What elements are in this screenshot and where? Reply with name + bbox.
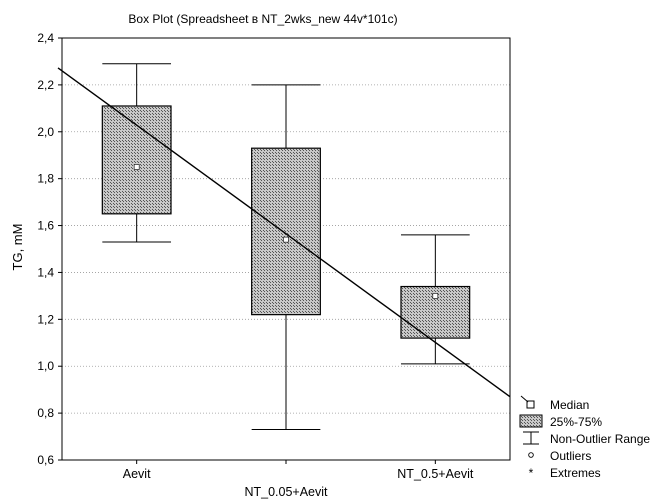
legend-outlier-icon — [528, 452, 534, 458]
legend-label: Median — [550, 398, 589, 412]
legend-extreme-icon: * — [529, 466, 534, 480]
y-tick-label: 1,0 — [37, 359, 54, 373]
legend-item: Median — [520, 395, 589, 412]
legend-label: Extremes — [550, 466, 601, 480]
x-category-label: NT_0.05+Aevit — [244, 485, 328, 499]
box-iqr — [101, 105, 172, 215]
y-tick-label: 0,8 — [37, 406, 54, 420]
y-tick-label: 1,2 — [37, 312, 54, 326]
y-tick-label: 1,6 — [37, 219, 54, 233]
x-category-label: Aevit — [123, 467, 151, 481]
legend-label: 25%-75% — [550, 415, 602, 429]
trend-line — [57, 67, 511, 398]
box-iqr — [251, 147, 321, 316]
legend-item: Outliers — [528, 449, 591, 463]
median-marker — [133, 164, 140, 170]
legend-box-icon — [519, 414, 543, 428]
median-marker — [432, 293, 439, 299]
y-tick-label: 1,4 — [37, 265, 54, 279]
y-tick-label: 1,8 — [37, 172, 54, 186]
y-tick-label: 2,0 — [37, 125, 54, 139]
y-axis-ticks: 0,6 0,8 1,0 1,2 1,4 1,6 1,8 2,0 2,2 2,4 — [37, 31, 62, 467]
y-axis-label: TG, mM — [10, 224, 25, 271]
box-group — [101, 63, 172, 243]
y-tick-label: 2,4 — [37, 31, 54, 45]
legend-item: 25%-75% — [519, 414, 602, 429]
legend-median-pointer — [520, 395, 529, 403]
legend-label: Outliers — [550, 449, 591, 463]
legend-median-icon — [526, 400, 535, 409]
x-category-label: NT_0.5+Aevit — [397, 467, 474, 481]
median-marker — [283, 236, 289, 243]
y-tick-label: 0,6 — [37, 453, 54, 467]
x-axis-category-labels: Aevit NT_0.05+Aevit NT_0.5+Aevit — [123, 460, 474, 499]
legend-label: Non-Outlier Range — [550, 432, 650, 446]
box-group — [251, 84, 321, 431]
boxes — [101, 63, 471, 431]
plot-area-frame — [61, 37, 511, 461]
chart-title: Box Plot (Spreadsheet в NT_2wks_new 44v*… — [128, 12, 397, 26]
y-tick-label: 2,2 — [37, 78, 54, 92]
box-group — [400, 234, 471, 365]
legend: Median 25%-75% Non-Outlier Range Outliers * E… — [519, 395, 650, 480]
legend-item: Non-Outlier Range — [523, 431, 650, 446]
legend-item: * Extremes — [529, 466, 601, 480]
